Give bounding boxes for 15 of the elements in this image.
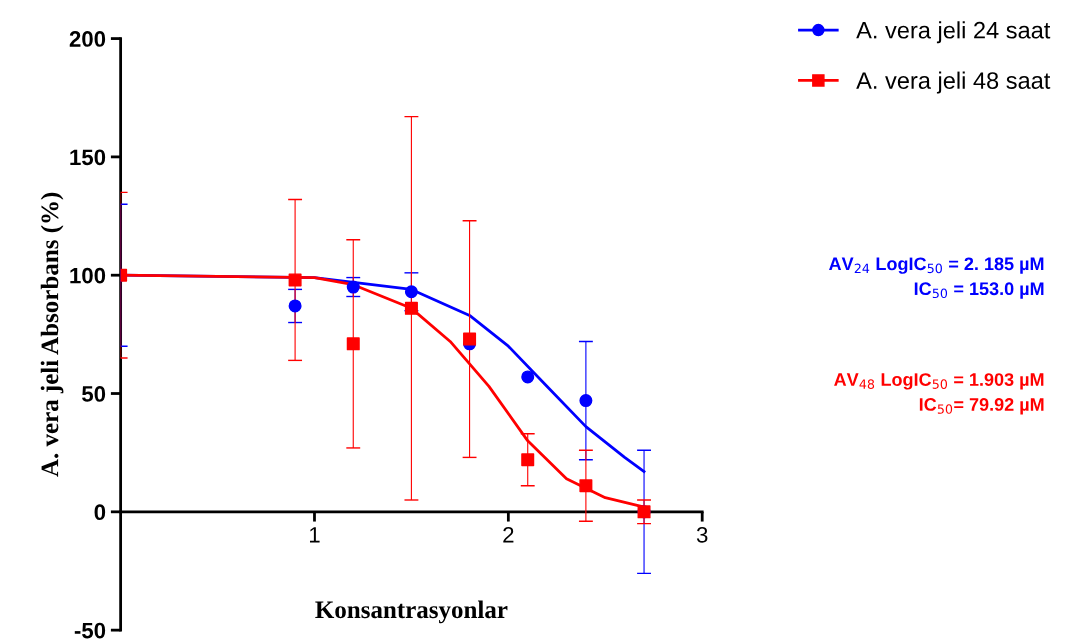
text: AV$_{48}$ LogIC$_{50}$ = 1.903 µM IC$_{50}$= 79.92 µM — [834, 373, 1044, 415]
text: AV$_{24}$ LogIC$_{50}$ = 2. 185 µM IC$_{50}$ = 153.0 µM — [829, 257, 1044, 299]
x-tick-label: 2 — [503, 527, 514, 543]
legend-label: A. vera jeli 48 saat — [856, 71, 1051, 94]
legend-label: A. vera jeli 24 saat — [856, 21, 1051, 44]
y-tick-label: 150 — [70, 149, 106, 166]
y-tick-label: 100 — [70, 267, 106, 284]
x-tick-label: 1 — [310, 527, 320, 543]
x-axis-title: Konsantrasyonlar — [315, 600, 508, 624]
y-tick-label: 0 — [94, 504, 106, 521]
y-tick-label: 50 — [82, 386, 106, 402]
y-tick-label: -50 — [74, 622, 106, 639]
x-tick-label: 3 — [696, 527, 708, 543]
y-axis-title: A. vera jeli Absorbans (%) — [40, 192, 64, 477]
y-tick-label: 200 — [69, 31, 106, 47]
